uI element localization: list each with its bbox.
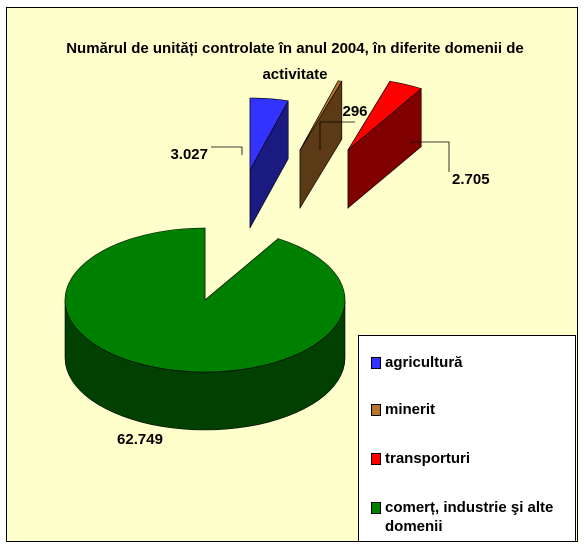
legend: agricultură minerit transporturi comerț, in… (358, 335, 576, 542)
data-label: 62.749 (117, 431, 163, 448)
leader-line (211, 146, 243, 155)
slice (64, 227, 346, 373)
leader-line (319, 121, 355, 150)
legend-item: transporturi (371, 449, 570, 468)
chart-title: Numărul de unități controlate în anul 20… (66, 40, 524, 83)
data-label: 2.705 (452, 171, 490, 188)
legend-label: comerț, industrie şi alte domenii (385, 499, 554, 535)
legend-swatch (371, 502, 381, 514)
leader-line (410, 141, 450, 172)
legend-item: comerț, industrie şi alte domenii (371, 498, 570, 536)
slice (249, 97, 289, 171)
legend-swatch (371, 357, 381, 369)
data-label: 296 (342, 103, 367, 120)
legend-swatch (371, 404, 381, 416)
slice (299, 80, 343, 151)
slice (347, 80, 422, 151)
slice-wall (299, 80, 343, 210)
legend-item: agricultură (371, 353, 570, 372)
legend-label: minerit (385, 401, 436, 418)
legend-item: minerit (371, 400, 570, 419)
legend-label: transporturi (385, 450, 471, 467)
data-label: 3.027 (170, 146, 208, 163)
legend-swatch (371, 453, 381, 465)
legend-label: agricultură (385, 354, 463, 371)
